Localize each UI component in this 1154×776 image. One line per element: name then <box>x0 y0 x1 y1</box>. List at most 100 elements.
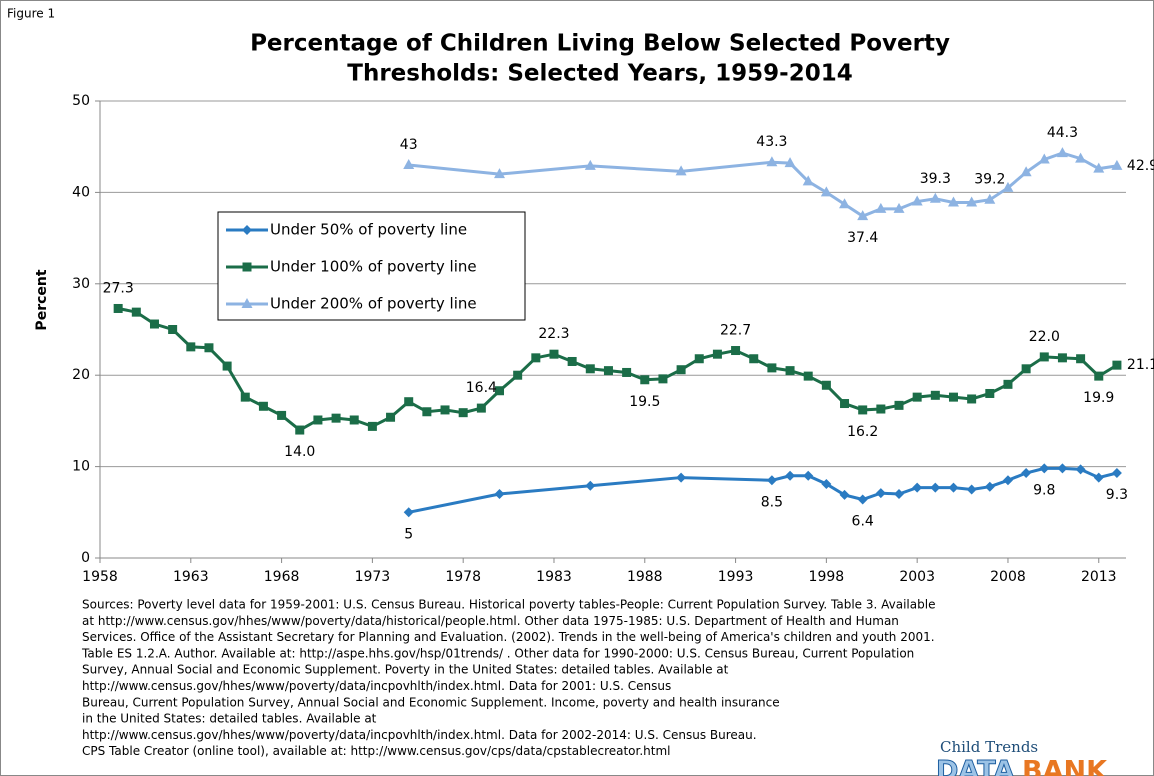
source-text: CPS Table Creator (online tool), availab… <box>82 744 671 758</box>
marker <box>676 365 686 375</box>
y-axis-label: Percent <box>34 269 50 330</box>
marker <box>912 482 923 493</box>
marker <box>911 195 923 206</box>
marker <box>567 356 577 366</box>
data-label: 22.3 <box>538 326 569 342</box>
marker <box>222 361 232 371</box>
marker <box>985 388 995 398</box>
marker <box>1021 467 1032 478</box>
y-tick-label: 10 <box>72 459 90 475</box>
data-label: 6.4 <box>852 514 874 530</box>
marker <box>113 303 123 313</box>
marker <box>585 480 596 491</box>
marker <box>840 399 850 409</box>
marker <box>1093 162 1105 173</box>
source-text: Survey, Annual Social and Economic Suppl… <box>82 663 729 677</box>
marker <box>912 392 922 402</box>
marker <box>767 363 777 373</box>
marker <box>494 489 505 500</box>
marker <box>712 349 722 359</box>
logo-text: BANK <box>1022 756 1108 776</box>
y-tick-label: 50 <box>72 93 90 109</box>
data-label: 21.1 <box>1127 357 1154 373</box>
logo-text: Child Trends <box>940 738 1038 756</box>
marker <box>1057 463 1068 474</box>
marker <box>404 397 414 407</box>
data-label: 5 <box>404 526 413 542</box>
marker <box>676 472 687 483</box>
marker <box>168 325 178 334</box>
marker <box>386 412 396 422</box>
x-tick-label: 1978 <box>445 569 481 585</box>
marker <box>242 225 252 235</box>
marker <box>440 405 450 415</box>
marker <box>658 374 668 384</box>
data-label: 22.7 <box>720 323 751 339</box>
source-text: Table ES 1.2.A. Author. Available at: ht… <box>81 646 914 660</box>
marker <box>331 413 341 423</box>
marker <box>948 482 959 493</box>
marker <box>785 470 796 481</box>
marker <box>930 390 940 400</box>
marker <box>1002 181 1014 192</box>
data-label: 39.3 <box>920 171 951 187</box>
marker <box>242 262 252 272</box>
marker <box>948 392 958 402</box>
marker <box>1093 472 1104 483</box>
marker <box>241 298 253 308</box>
marker <box>1111 159 1123 170</box>
marker <box>1075 464 1086 475</box>
marker <box>149 319 159 329</box>
marker <box>930 482 941 493</box>
marker <box>367 421 377 431</box>
marker <box>513 370 523 380</box>
marker <box>349 415 359 425</box>
source-text: Bureau, Current Population Survey, Annua… <box>82 695 780 709</box>
marker <box>984 193 996 204</box>
source-text: at http://www.census.gov/hhes/www/povert… <box>82 614 899 628</box>
x-tick-label: 1993 <box>718 569 754 585</box>
marker <box>839 198 851 209</box>
marker <box>1003 379 1013 389</box>
marker <box>875 202 887 213</box>
data-label: 37.4 <box>847 230 878 246</box>
marker <box>1039 463 1050 474</box>
chart-title: Percentage of Children Living Below Sele… <box>250 31 950 57</box>
marker <box>458 408 468 418</box>
marker <box>295 425 305 435</box>
marker <box>1111 467 1122 478</box>
legend-label: Under 50% of poverty line <box>270 221 467 239</box>
marker <box>894 400 904 410</box>
marker <box>131 307 141 317</box>
marker <box>947 196 959 207</box>
marker <box>875 488 886 499</box>
marker <box>675 165 687 176</box>
marker <box>1075 152 1087 163</box>
marker <box>893 202 905 213</box>
x-tick-label: 2003 <box>899 569 935 585</box>
marker <box>749 354 759 364</box>
marker <box>857 210 869 221</box>
marker <box>967 394 977 404</box>
legend-label: Under 200% of poverty line <box>270 295 477 313</box>
x-tick-label: 1968 <box>264 569 300 585</box>
marker <box>476 403 486 413</box>
x-tick-label: 1958 <box>82 569 118 585</box>
marker <box>585 364 595 374</box>
marker <box>1076 354 1086 364</box>
marker <box>204 343 214 353</box>
marker <box>821 478 832 489</box>
x-tick-label: 2013 <box>1081 569 1117 585</box>
source-text: http://www.census.gov/hhes/www/poverty/d… <box>82 728 757 742</box>
marker <box>966 484 977 495</box>
marker <box>531 353 541 363</box>
chart-title: Thresholds: Selected Years, 1959-2014 <box>347 61 852 87</box>
logo-text: DATA <box>936 756 1015 776</box>
marker <box>766 475 777 486</box>
marker <box>876 404 886 414</box>
marker <box>785 366 795 376</box>
marker <box>640 375 650 385</box>
marker <box>1039 352 1049 362</box>
marker <box>1056 147 1068 158</box>
